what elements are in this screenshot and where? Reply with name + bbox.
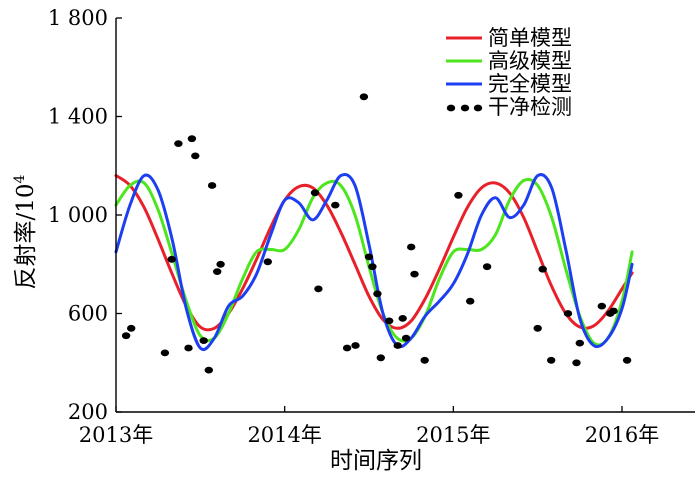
scatter-point bbox=[207, 182, 217, 189]
x-tick-label: 2016年 bbox=[585, 423, 659, 447]
scatter-point bbox=[364, 253, 374, 261]
scatter-point bbox=[127, 324, 136, 332]
scatter-point bbox=[466, 297, 475, 305]
scatter-point bbox=[373, 290, 382, 298]
scatter-point bbox=[342, 344, 352, 352]
scatter-point bbox=[538, 265, 547, 273]
legend-label: 干净检测 bbox=[488, 95, 572, 119]
scatter-point bbox=[184, 344, 193, 352]
y-tick-label: 1 800 bbox=[48, 6, 108, 30]
scatter-point bbox=[547, 356, 556, 364]
series-layer bbox=[114, 172, 634, 351]
scatter-point bbox=[401, 334, 411, 342]
scatter-point bbox=[597, 302, 606, 310]
scatter-point bbox=[385, 317, 394, 325]
scatter-point bbox=[160, 349, 170, 357]
scatter-point bbox=[376, 354, 385, 362]
y-tick-label: 200 bbox=[68, 400, 108, 424]
scatter-point bbox=[213, 268, 222, 275]
ticks: 200 600 1 000 1 400 1 800 2013年 2014年 2015年 2016… bbox=[48, 6, 659, 447]
scatter-point bbox=[121, 332, 131, 340]
scatter-point bbox=[191, 152, 200, 160]
scatter-point bbox=[609, 307, 618, 315]
scatter-point bbox=[572, 359, 581, 367]
scatter-point bbox=[199, 337, 208, 344]
scatter-point bbox=[407, 243, 416, 251]
scatter-points bbox=[121, 93, 632, 374]
scatter-point bbox=[314, 285, 323, 293]
y-tick-label: 600 bbox=[68, 302, 108, 326]
series-line-1 bbox=[114, 174, 634, 332]
x-tick-label: 2013年 bbox=[79, 423, 153, 447]
scatter-point bbox=[563, 310, 573, 317]
scatter-point bbox=[187, 135, 197, 143]
scatter-point bbox=[263, 258, 272, 266]
scatter-point bbox=[216, 260, 225, 268]
scatter-point bbox=[174, 140, 183, 148]
scatter-point bbox=[575, 339, 584, 347]
scatter-point bbox=[533, 324, 542, 332]
scatter-point bbox=[393, 342, 402, 349]
scatter-point bbox=[622, 356, 632, 364]
legend-marker bbox=[473, 104, 483, 112]
y-axis-title-sup: 4 bbox=[12, 174, 28, 183]
scatter-point bbox=[420, 356, 429, 364]
legend-marker bbox=[446, 104, 456, 112]
scatter-point bbox=[167, 255, 176, 263]
y-axis-title: 反射率/104 bbox=[12, 174, 39, 289]
scatter-point bbox=[359, 93, 369, 101]
legend-label: 简单模型 bbox=[488, 26, 572, 50]
legend-label: 完全模型 bbox=[488, 72, 572, 96]
scatter-point bbox=[410, 270, 419, 278]
scatter-point bbox=[310, 189, 320, 197]
y-axis-title-main: 反射率/10 bbox=[13, 183, 39, 289]
x-axis-title: 时间序列 bbox=[330, 448, 422, 474]
y-tick-label: 1 400 bbox=[48, 105, 108, 129]
scatter-point bbox=[351, 342, 360, 349]
scatter-point bbox=[398, 315, 407, 322]
legend-label: 高级模型 bbox=[488, 49, 572, 73]
y-tick-label: 1 000 bbox=[48, 203, 108, 227]
series-line-3 bbox=[114, 172, 634, 351]
x-tick-label: 2014年 bbox=[247, 423, 321, 447]
legend-marker bbox=[460, 104, 470, 112]
scatter-point bbox=[454, 191, 463, 199]
x-tick-label: 2015年 bbox=[416, 423, 490, 447]
axes bbox=[115, 18, 695, 413]
scatter-point bbox=[204, 366, 213, 374]
scatter-point bbox=[331, 201, 340, 209]
scatter-point bbox=[482, 263, 492, 271]
scatter-point bbox=[368, 263, 377, 271]
